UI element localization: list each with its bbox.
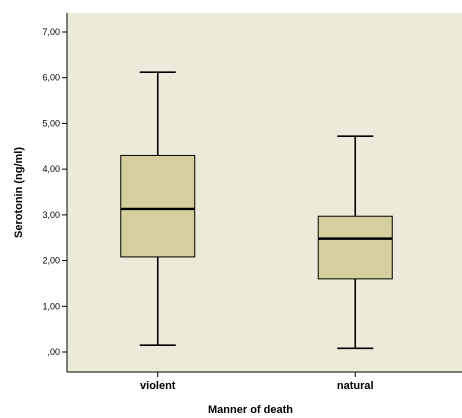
iqr-box <box>317 215 393 280</box>
y-tick-label: ,00 <box>47 347 60 357</box>
y-tick-label: 3,00 <box>42 210 60 220</box>
box-natural <box>317 135 393 350</box>
x-tick-label-violent: violent <box>140 380 176 392</box>
y-axis-title: Serotonin (ng/ml) <box>13 147 25 238</box>
x-axis: violent natural <box>140 372 374 392</box>
box-violent <box>120 71 196 346</box>
y-tick-label: 1,00 <box>42 301 60 311</box>
y-tick-label: 7,00 <box>42 27 60 37</box>
y-tick-label: 6,00 <box>42 73 60 83</box>
y-axis: ,00 1,00 2,00 3,00 4,00 5,00 6,00 7,00 <box>42 27 67 357</box>
x-axis-title: Manner of death <box>208 404 293 416</box>
iqr-box <box>120 154 196 258</box>
boxes <box>120 71 393 350</box>
x-tick-label-natural: natural <box>337 380 374 392</box>
y-tick-label: 2,00 <box>42 256 60 266</box>
y-tick-label: 5,00 <box>42 118 60 128</box>
y-tick-label: 4,00 <box>42 164 60 174</box>
